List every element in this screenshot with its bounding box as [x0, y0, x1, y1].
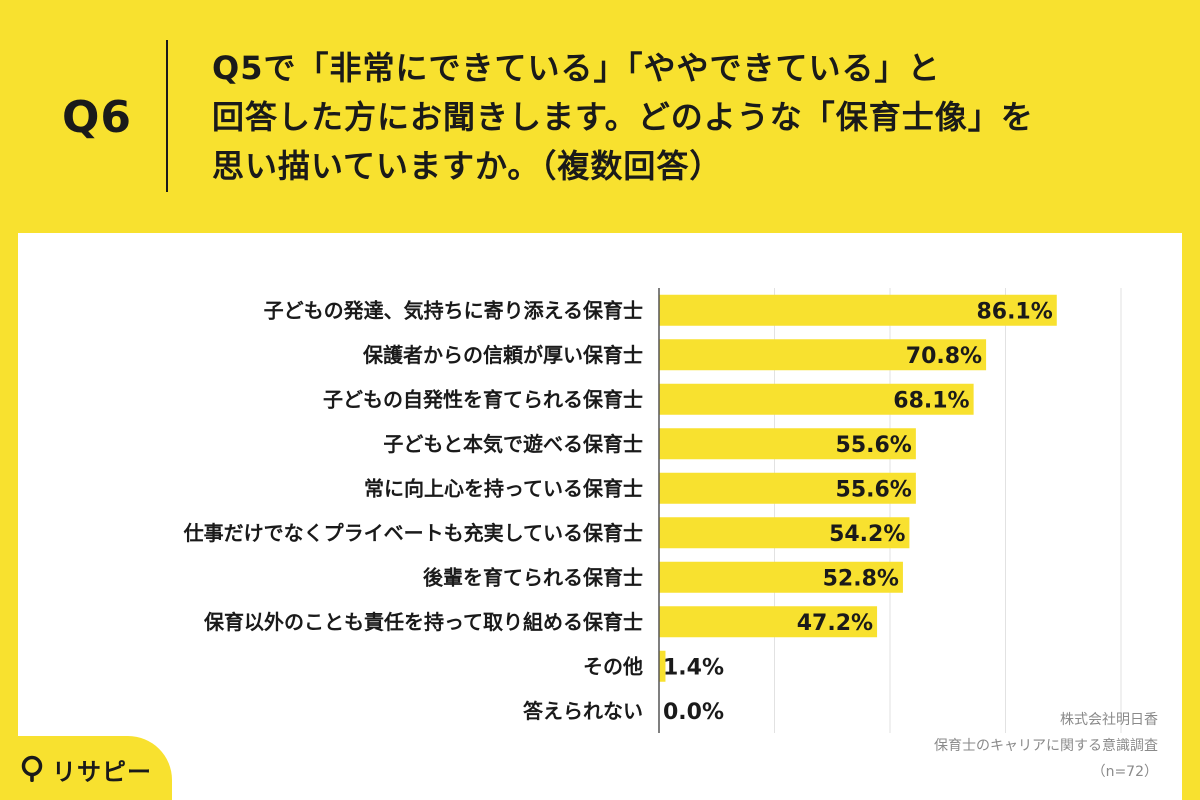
bar — [659, 472, 916, 504]
category-label: 常に向上心を持っている保育士 — [364, 476, 643, 500]
data-label: 70.8% — [906, 344, 982, 369]
category-label: 子どもと本気で遊べる保育士 — [383, 432, 643, 456]
bar — [659, 650, 666, 682]
source-company: 株式会社明日香 — [1060, 712, 1158, 728]
data-label: 52.8% — [823, 566, 899, 591]
category-label: 子どもの自発性を育てられる保育士 — [323, 387, 643, 411]
question-text: Q5で「非常にできている」「ややできている」と 回答した方にお聞きします。どのよ… — [212, 44, 1172, 191]
category-label: 答えられない — [523, 699, 643, 723]
question-line-3: 思い描いていますか。（複数回答） — [212, 147, 723, 185]
pin-icon — [21, 755, 43, 782]
bar-chart: 子どもの発達、気持ちに寄り添える保育士 86.1% 保護者からの信頼が厚い保育士 70… — [183, 288, 1122, 733]
data-label: 54.2% — [829, 522, 905, 547]
logo: リサピー — [20, 752, 152, 787]
data-label: 0.0% — [663, 700, 724, 725]
category-label: 子どもの発達、気持ちに寄り添える保育士 — [264, 298, 643, 322]
source-note: 株式会社明日香 保育士のキャリアに関する意識調査 （n=72） — [934, 707, 1158, 785]
logo-text: リサピー — [52, 758, 152, 786]
data-label: 47.2% — [797, 611, 873, 636]
bar — [659, 428, 916, 460]
category-label: 後輩を育てられる保育士 — [423, 565, 643, 589]
bar — [659, 383, 974, 415]
data-label: 68.1% — [893, 388, 969, 413]
question-number: Q6 — [62, 92, 133, 143]
category-label: その他 — [583, 654, 643, 678]
data-label: 1.4% — [663, 655, 724, 680]
data-label: 55.6% — [836, 477, 912, 502]
source-survey: 保育士のキャリアに関する意識調査 — [934, 738, 1158, 754]
logo-background — [0, 736, 172, 800]
question-line-1: Q5で「非常にできている」「ややできている」と — [212, 49, 941, 87]
category-label: 仕事だけでなくプライベートも充実している保育士 — [183, 521, 643, 545]
category-label: 保育以外のことも責任を持って取り組める保育士 — [203, 610, 643, 634]
data-label: 86.1% — [976, 299, 1052, 324]
bar — [659, 606, 878, 638]
bar — [659, 294, 1057, 326]
question-line-2: 回答した方にお聞きします。どのような「保育士像」を — [212, 98, 1034, 136]
bar — [659, 339, 987, 371]
category-label: 保護者からの信頼が厚い保育士 — [362, 343, 643, 367]
bar — [659, 517, 910, 549]
divider — [166, 40, 168, 192]
chart-card: 子どもの発達、気持ちに寄り添える保育士 86.1% 保護者からの信頼が厚い保育士 70… — [18, 233, 1182, 800]
source-sample: （n=72） — [1091, 764, 1158, 780]
data-label: 55.6% — [836, 433, 912, 458]
bar — [659, 561, 903, 593]
